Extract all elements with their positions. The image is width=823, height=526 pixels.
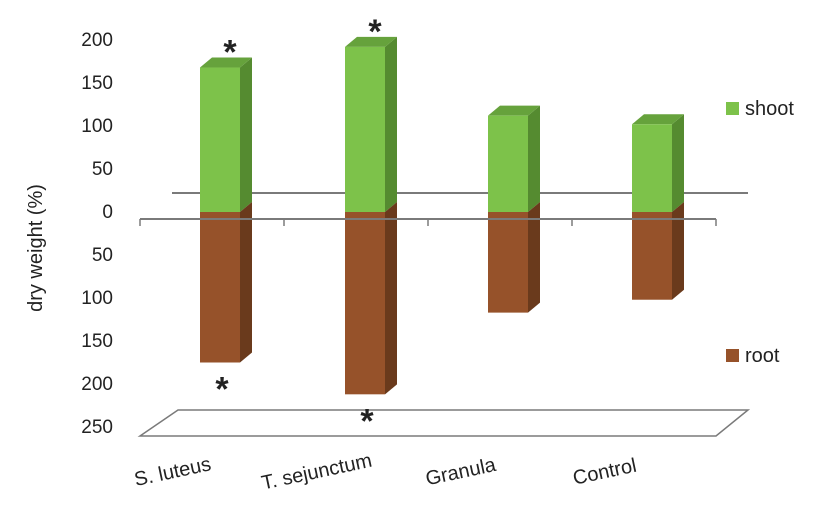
y-tick-label: 100 bbox=[81, 288, 113, 309]
y-tick-label: 250 bbox=[81, 417, 113, 438]
y-tick-label: 200 bbox=[81, 30, 113, 51]
bar-side-root bbox=[385, 202, 397, 394]
legend-swatch-shoot bbox=[726, 102, 739, 115]
bar-shoot bbox=[488, 116, 528, 212]
legend-swatch-root bbox=[726, 349, 739, 362]
y-axis-label: dry weight (%) bbox=[25, 184, 47, 312]
y-tick-label: 50 bbox=[92, 159, 113, 180]
bar-side-shoot bbox=[672, 114, 684, 212]
y-tick-label: 0 bbox=[102, 202, 113, 223]
significance-marker-root: * bbox=[215, 371, 229, 409]
bar-side-shoot bbox=[528, 106, 540, 212]
floor-plane bbox=[140, 410, 748, 436]
legend-label-shoot: shoot bbox=[745, 98, 794, 120]
y-tick-label: 100 bbox=[81, 116, 113, 137]
bar-side-root bbox=[672, 202, 684, 300]
bar-side-shoot bbox=[385, 37, 397, 212]
bar-root bbox=[345, 212, 385, 394]
y-tick-label: 150 bbox=[81, 73, 113, 94]
x-tick-label: Granula bbox=[424, 454, 499, 490]
x-tick-label: S. luteus bbox=[132, 453, 213, 491]
x-tick-label: Control bbox=[571, 455, 639, 490]
bar-root bbox=[632, 212, 672, 300]
bar-shoot bbox=[632, 124, 672, 212]
bar-side-shoot bbox=[240, 58, 252, 212]
legend-label-root: root bbox=[745, 345, 780, 367]
y-tick-label: 200 bbox=[81, 374, 113, 395]
bar-shoot bbox=[200, 68, 240, 212]
x-tick-label: T. sejunctum bbox=[260, 450, 374, 495]
bar-root bbox=[200, 212, 240, 363]
bar-shoot bbox=[345, 47, 385, 212]
bar-side-root bbox=[240, 202, 252, 363]
significance-marker-shoot: * bbox=[223, 34, 237, 72]
bar-root bbox=[488, 212, 528, 313]
y-tick-label: 150 bbox=[81, 331, 113, 352]
significance-marker-shoot: * bbox=[368, 13, 382, 51]
significance-marker-root: * bbox=[360, 402, 374, 440]
y-tick-label: 50 bbox=[92, 245, 113, 266]
